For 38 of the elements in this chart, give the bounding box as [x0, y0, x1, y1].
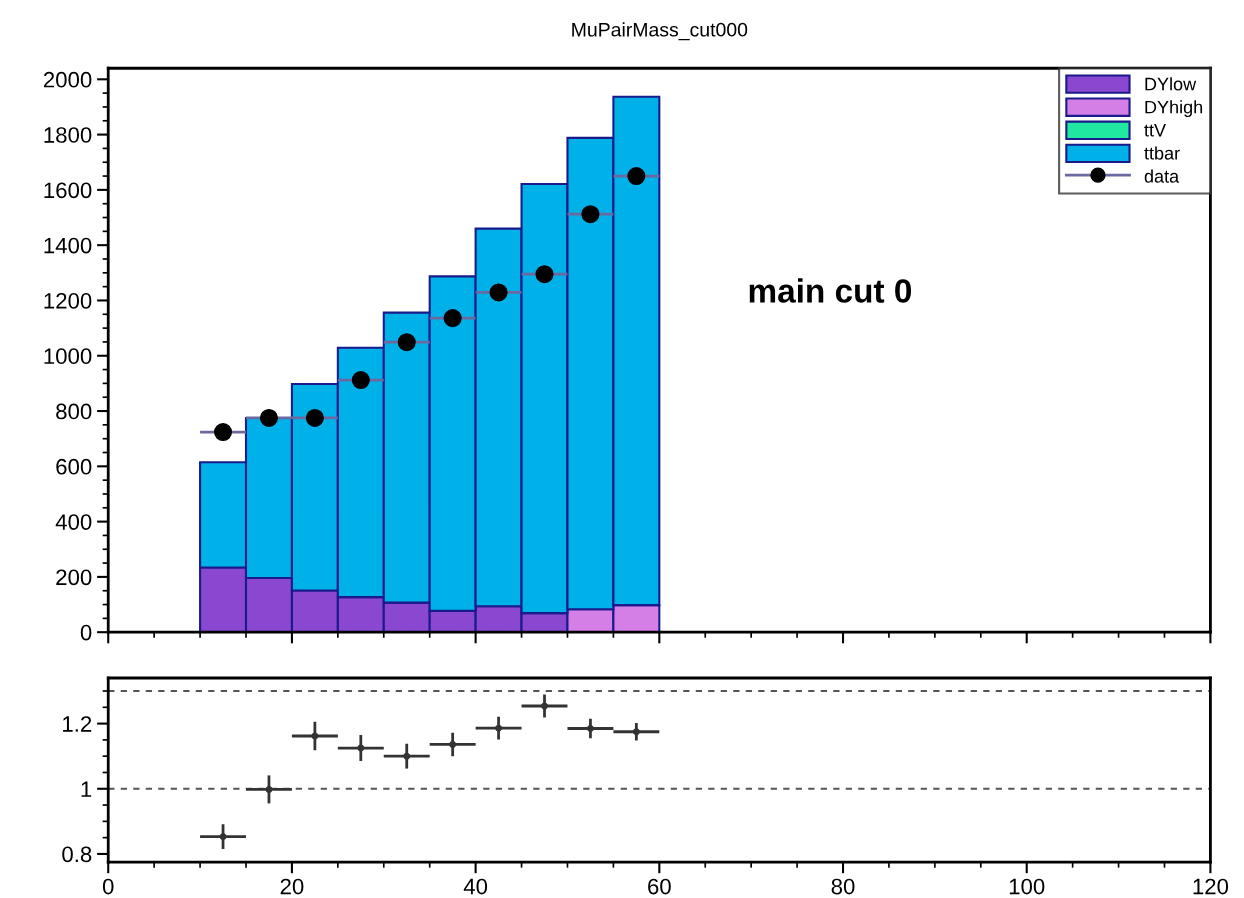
point [581, 205, 600, 224]
legend-label: DYhigh [1145, 100, 1203, 118]
x-tick-label: 0 [102, 878, 114, 895]
x-tick-label: 120 [1193, 878, 1229, 895]
y-tick-label: 1600 [44, 182, 92, 199]
x-tick-label: 20 [280, 878, 304, 895]
legend-label: ttV [1144, 123, 1166, 137]
chart-title: MuPairMass_cut000 [572, 22, 748, 41]
point [443, 309, 462, 328]
y-tick-label: 1800 [44, 127, 92, 143]
legend-label: DYlow [1145, 77, 1197, 91]
point [397, 333, 416, 352]
point [214, 423, 233, 442]
annotation: main cut 0 [749, 278, 911, 303]
point [259, 408, 278, 427]
point [351, 371, 370, 390]
y-tick-label: 600 [56, 458, 92, 475]
x-tick-label: 100 [1009, 878, 1045, 895]
x-tick-label: 60 [648, 878, 671, 895]
y-tick-label: 1 [81, 781, 92, 797]
x-tick-label: 80 [831, 878, 855, 895]
point [535, 265, 554, 284]
y-tick-label: 1200 [44, 292, 92, 309]
y-tick-label: 2000 [43, 71, 92, 88]
y-tick-label: 200 [56, 569, 92, 586]
legend-label: data [1144, 169, 1180, 183]
y-tick-label: 0.8 [62, 846, 92, 863]
y-tick-label: 1000 [44, 348, 92, 365]
y-tick-label: 800 [56, 403, 92, 420]
point [489, 283, 508, 302]
legend-label: ttbar [1144, 146, 1180, 160]
y-tick-label: 1400 [44, 237, 92, 254]
point [627, 167, 646, 186]
x-tick-label: 40 [463, 878, 488, 895]
y-tick-label: 0 [80, 624, 92, 641]
point [305, 408, 324, 427]
y-tick-label: 1.2 [63, 716, 92, 732]
y-tick-label: 400 [55, 514, 92, 530]
